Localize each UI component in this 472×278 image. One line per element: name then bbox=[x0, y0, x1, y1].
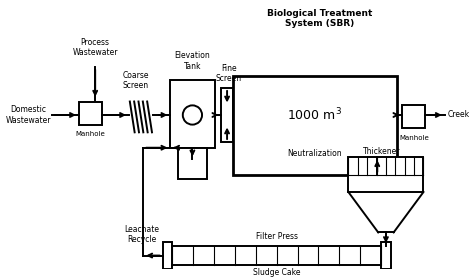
Text: Process
Wastewater: Process Wastewater bbox=[72, 38, 118, 57]
Bar bbox=[233, 76, 396, 175]
Bar bbox=[221, 88, 233, 142]
Text: Creek: Creek bbox=[447, 110, 470, 120]
Text: Manhole: Manhole bbox=[399, 135, 429, 141]
Text: Biological Treatment
System (SBR): Biological Treatment System (SBR) bbox=[267, 9, 372, 28]
Bar bbox=[402, 105, 425, 128]
Text: Coarse
Screen: Coarse Screen bbox=[122, 71, 149, 90]
Text: Thickener: Thickener bbox=[363, 147, 400, 156]
Text: Sludge Cake: Sludge Cake bbox=[253, 268, 300, 277]
Text: Filter Press: Filter Press bbox=[256, 232, 298, 241]
Bar bbox=[170, 80, 215, 148]
Text: Neutralization: Neutralization bbox=[287, 149, 342, 158]
Text: Leachate
Recycle: Leachate Recycle bbox=[124, 225, 159, 244]
Bar bbox=[162, 242, 172, 269]
Bar bbox=[381, 242, 391, 269]
Bar bbox=[348, 157, 423, 192]
Bar bbox=[79, 101, 102, 125]
Text: Fine
Screen: Fine Screen bbox=[216, 64, 242, 83]
Text: Domestic
Wastewater: Domestic Wastewater bbox=[6, 105, 51, 125]
Text: 1000 m$^3$: 1000 m$^3$ bbox=[287, 107, 342, 123]
Text: Elevation
Tank: Elevation Tank bbox=[175, 51, 211, 71]
Text: Manhole: Manhole bbox=[76, 131, 105, 137]
Bar bbox=[178, 148, 207, 178]
